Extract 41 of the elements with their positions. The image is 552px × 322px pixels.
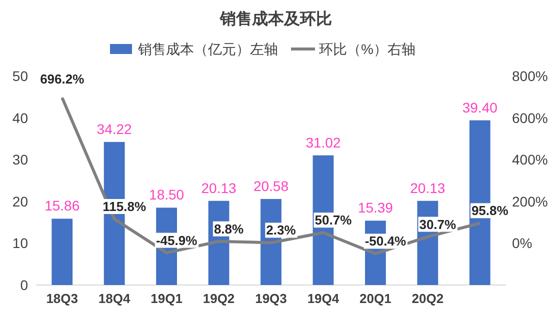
data-label: 696.2%: [40, 72, 85, 87]
data-label: 34.22: [96, 120, 132, 137]
x-tick-label: 18Q4: [98, 291, 131, 306]
x-tick-label: 20Q1: [360, 291, 392, 306]
data-label: 15.86: [44, 198, 80, 214]
x-tick-label: 19Q4: [307, 291, 340, 306]
legend-label: 环比（%）右轴: [319, 41, 416, 57]
x-tick-label: 19Q1: [150, 291, 182, 306]
y-tick-label: 40: [12, 110, 28, 126]
data-label: 20.13: [410, 180, 446, 196]
y-tick-label: 10: [12, 235, 28, 252]
data-label: 30.7%: [419, 216, 457, 232]
x-tick-label: 18Q3: [46, 291, 78, 306]
data-label: 39.40: [462, 99, 498, 116]
data-label: 18.50: [149, 186, 184, 203]
bar: [52, 218, 73, 285]
data-label: 50.7%: [314, 212, 352, 228]
data-label: 115.8%: [102, 199, 146, 214]
data-label: 95.8%: [471, 203, 509, 218]
data-label: 20.58: [253, 178, 289, 194]
data-label: 2.3%: [266, 222, 296, 238]
data-label: 20.13: [201, 180, 236, 196]
y2-tick-label: 800%: [512, 68, 548, 84]
y-tick-label: 0: [20, 277, 28, 293]
data-label: -45.9%: [156, 232, 198, 248]
data-label: 31.02: [306, 134, 341, 150]
y2-tick-label: 0%: [512, 235, 532, 252]
chart-title: 销售成本及环比: [219, 10, 332, 28]
y2-tick-label: 200%: [512, 193, 548, 210]
x-tick-label: 19Q2: [202, 291, 235, 306]
y2-tick-label: 600%: [512, 110, 548, 126]
x-tick-label: 19Q3: [255, 291, 287, 306]
data-label: -50.4%: [364, 234, 406, 249]
y-tick-label: 50: [12, 68, 28, 84]
y-tick-label: 30: [12, 152, 28, 168]
data-label: 8.8%: [214, 221, 244, 236]
y-tick-label: 20: [12, 193, 28, 210]
legend-label: 销售成本（亿元）左轴: [137, 41, 278, 57]
y2-tick-label: 400%: [512, 152, 548, 168]
x-tick-label: 20Q2: [412, 291, 444, 306]
data-label: 15.39: [358, 200, 394, 216]
